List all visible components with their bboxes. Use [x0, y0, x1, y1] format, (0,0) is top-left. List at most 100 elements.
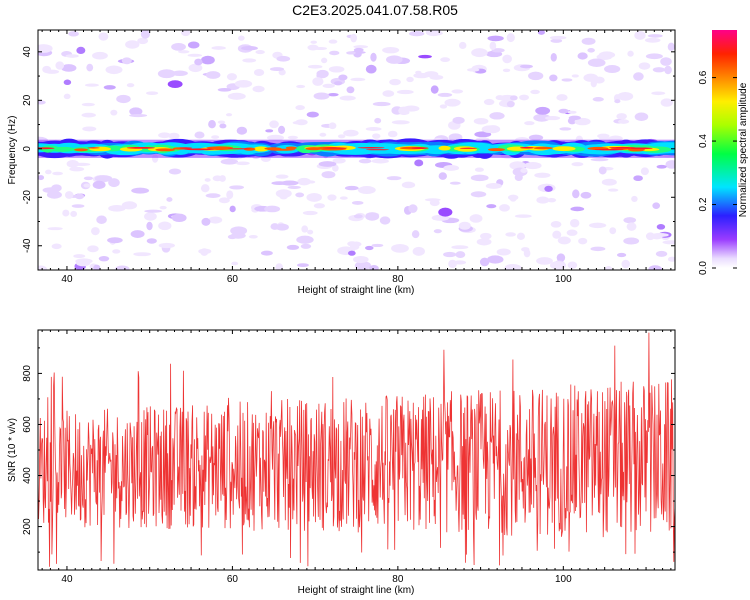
heatmap-cell	[248, 235, 258, 239]
heatmap-cell	[577, 52, 588, 60]
heatmap-cell	[332, 164, 339, 172]
heatmap-cell	[665, 160, 675, 169]
heatmap-cell	[144, 209, 163, 213]
heatmap-cell	[371, 158, 389, 164]
heatmap-cell	[297, 177, 311, 186]
heatmap-cell	[286, 244, 300, 250]
heatmap-cell	[327, 92, 339, 97]
heatmap-cell	[267, 134, 285, 141]
snr-y-axis: 200 400 600 800	[22, 347, 675, 553]
heatmap-cell	[318, 161, 337, 167]
heatmap-cell	[328, 122, 337, 130]
heatmap-cell	[491, 48, 505, 53]
heatmap-cell	[489, 41, 497, 51]
heatmap-cell	[479, 257, 490, 267]
heatmap-cell	[476, 238, 492, 246]
heatmap-cell	[140, 30, 150, 39]
heatmap-cell	[487, 35, 504, 42]
heatmap-cell	[38, 175, 45, 181]
heatmap-cell	[168, 132, 180, 140]
heatmap-cell	[112, 249, 121, 254]
heatmap-cell	[218, 197, 230, 204]
heatmap-cell	[370, 52, 377, 62]
heatmap-cell	[131, 187, 150, 194]
heatmap-cell	[486, 204, 497, 209]
heatmap-cell	[448, 259, 457, 269]
heatmap-cell	[205, 193, 221, 198]
heatmap-cell	[351, 200, 364, 205]
heatmap-band-cell	[520, 146, 534, 149]
heatmap-cell	[499, 204, 510, 212]
heatmap-cell	[201, 217, 211, 226]
heatmap-cell	[188, 63, 203, 73]
heatmap-cell	[571, 74, 579, 78]
heatmap-cell	[241, 45, 258, 51]
heatmap-band-cell	[594, 148, 624, 151]
heatmap-cell	[549, 35, 567, 40]
heatmap-cell	[227, 234, 237, 240]
heatmap-cell	[306, 111, 319, 118]
heatmap-cell	[655, 250, 668, 257]
heatmap-cell	[354, 261, 372, 270]
heatmap-cell	[92, 51, 108, 60]
heatmap-cell	[296, 235, 314, 244]
heatmap-cell	[347, 241, 357, 247]
heatmap-cell	[107, 237, 123, 244]
heatmap-cell	[91, 227, 100, 236]
heatmap-cell	[227, 92, 246, 100]
heatmap-ylabel: Frequency (Hz)	[7, 116, 18, 185]
heatmap-cell	[505, 232, 516, 237]
heatmap-cell	[350, 77, 366, 82]
heatmap-cell	[604, 265, 613, 270]
heatmap-band-cell	[305, 147, 323, 151]
heatmap-cell	[559, 127, 572, 131]
heatmap-cell	[520, 64, 533, 69]
heatmap-cell	[313, 92, 330, 100]
heatmap-cell	[382, 90, 395, 97]
heatmap-band-cell	[488, 148, 505, 152]
heatmap-cell	[524, 162, 542, 170]
y-tick-label: 400	[22, 467, 33, 484]
heatmap-cell	[439, 104, 448, 109]
heatmap-cell	[238, 35, 245, 41]
heatmap-cell	[514, 214, 532, 218]
snr-x-axis: 40 60 80 100	[41, 330, 672, 585]
heatmap-band-cell	[411, 147, 429, 150]
heatmap-cell	[338, 74, 348, 81]
heatmap-cells	[38, 30, 675, 270]
heatmap-cell	[623, 237, 640, 245]
heatmap-cell	[597, 133, 610, 139]
heatmap-cell	[452, 116, 465, 124]
heatmap-cell	[372, 101, 391, 107]
heatmap-cell	[621, 259, 630, 269]
heatmap-cell	[314, 46, 328, 51]
heatmap-cell	[76, 46, 86, 55]
heatmap-cell	[217, 87, 232, 92]
snr-frame	[37, 329, 676, 571]
heatmap-cell	[231, 261, 239, 266]
heatmap-cell	[574, 117, 591, 126]
heatmap-cell	[81, 102, 95, 107]
heatmap-cell	[480, 232, 492, 240]
heatmap-cell	[350, 33, 358, 43]
heatmap-cell	[485, 183, 502, 189]
heatmap-cell	[64, 191, 74, 199]
heatmap-cell	[528, 134, 544, 141]
heatmap-cell	[396, 89, 414, 95]
heatmap-cell	[343, 129, 359, 137]
heatmap-cell	[458, 221, 471, 230]
heatmap-cell	[545, 116, 561, 121]
heatmap-band-cell	[438, 145, 451, 151]
heatmap-band-cell	[459, 147, 478, 149]
heatmap-cell	[333, 81, 343, 86]
heatmap-cell	[63, 93, 71, 100]
snr-ylabel: SNR (10 * v/v)	[7, 418, 18, 482]
heatmap-cell	[389, 78, 401, 86]
heatmap-cell	[534, 172, 551, 178]
heatmap-cell	[365, 64, 377, 74]
heatmap-cell	[411, 230, 420, 239]
heatmap-cell	[467, 68, 480, 72]
heatmap-cell	[437, 92, 453, 97]
heatmap-cell	[171, 213, 187, 223]
heatmap-cell	[386, 176, 402, 181]
